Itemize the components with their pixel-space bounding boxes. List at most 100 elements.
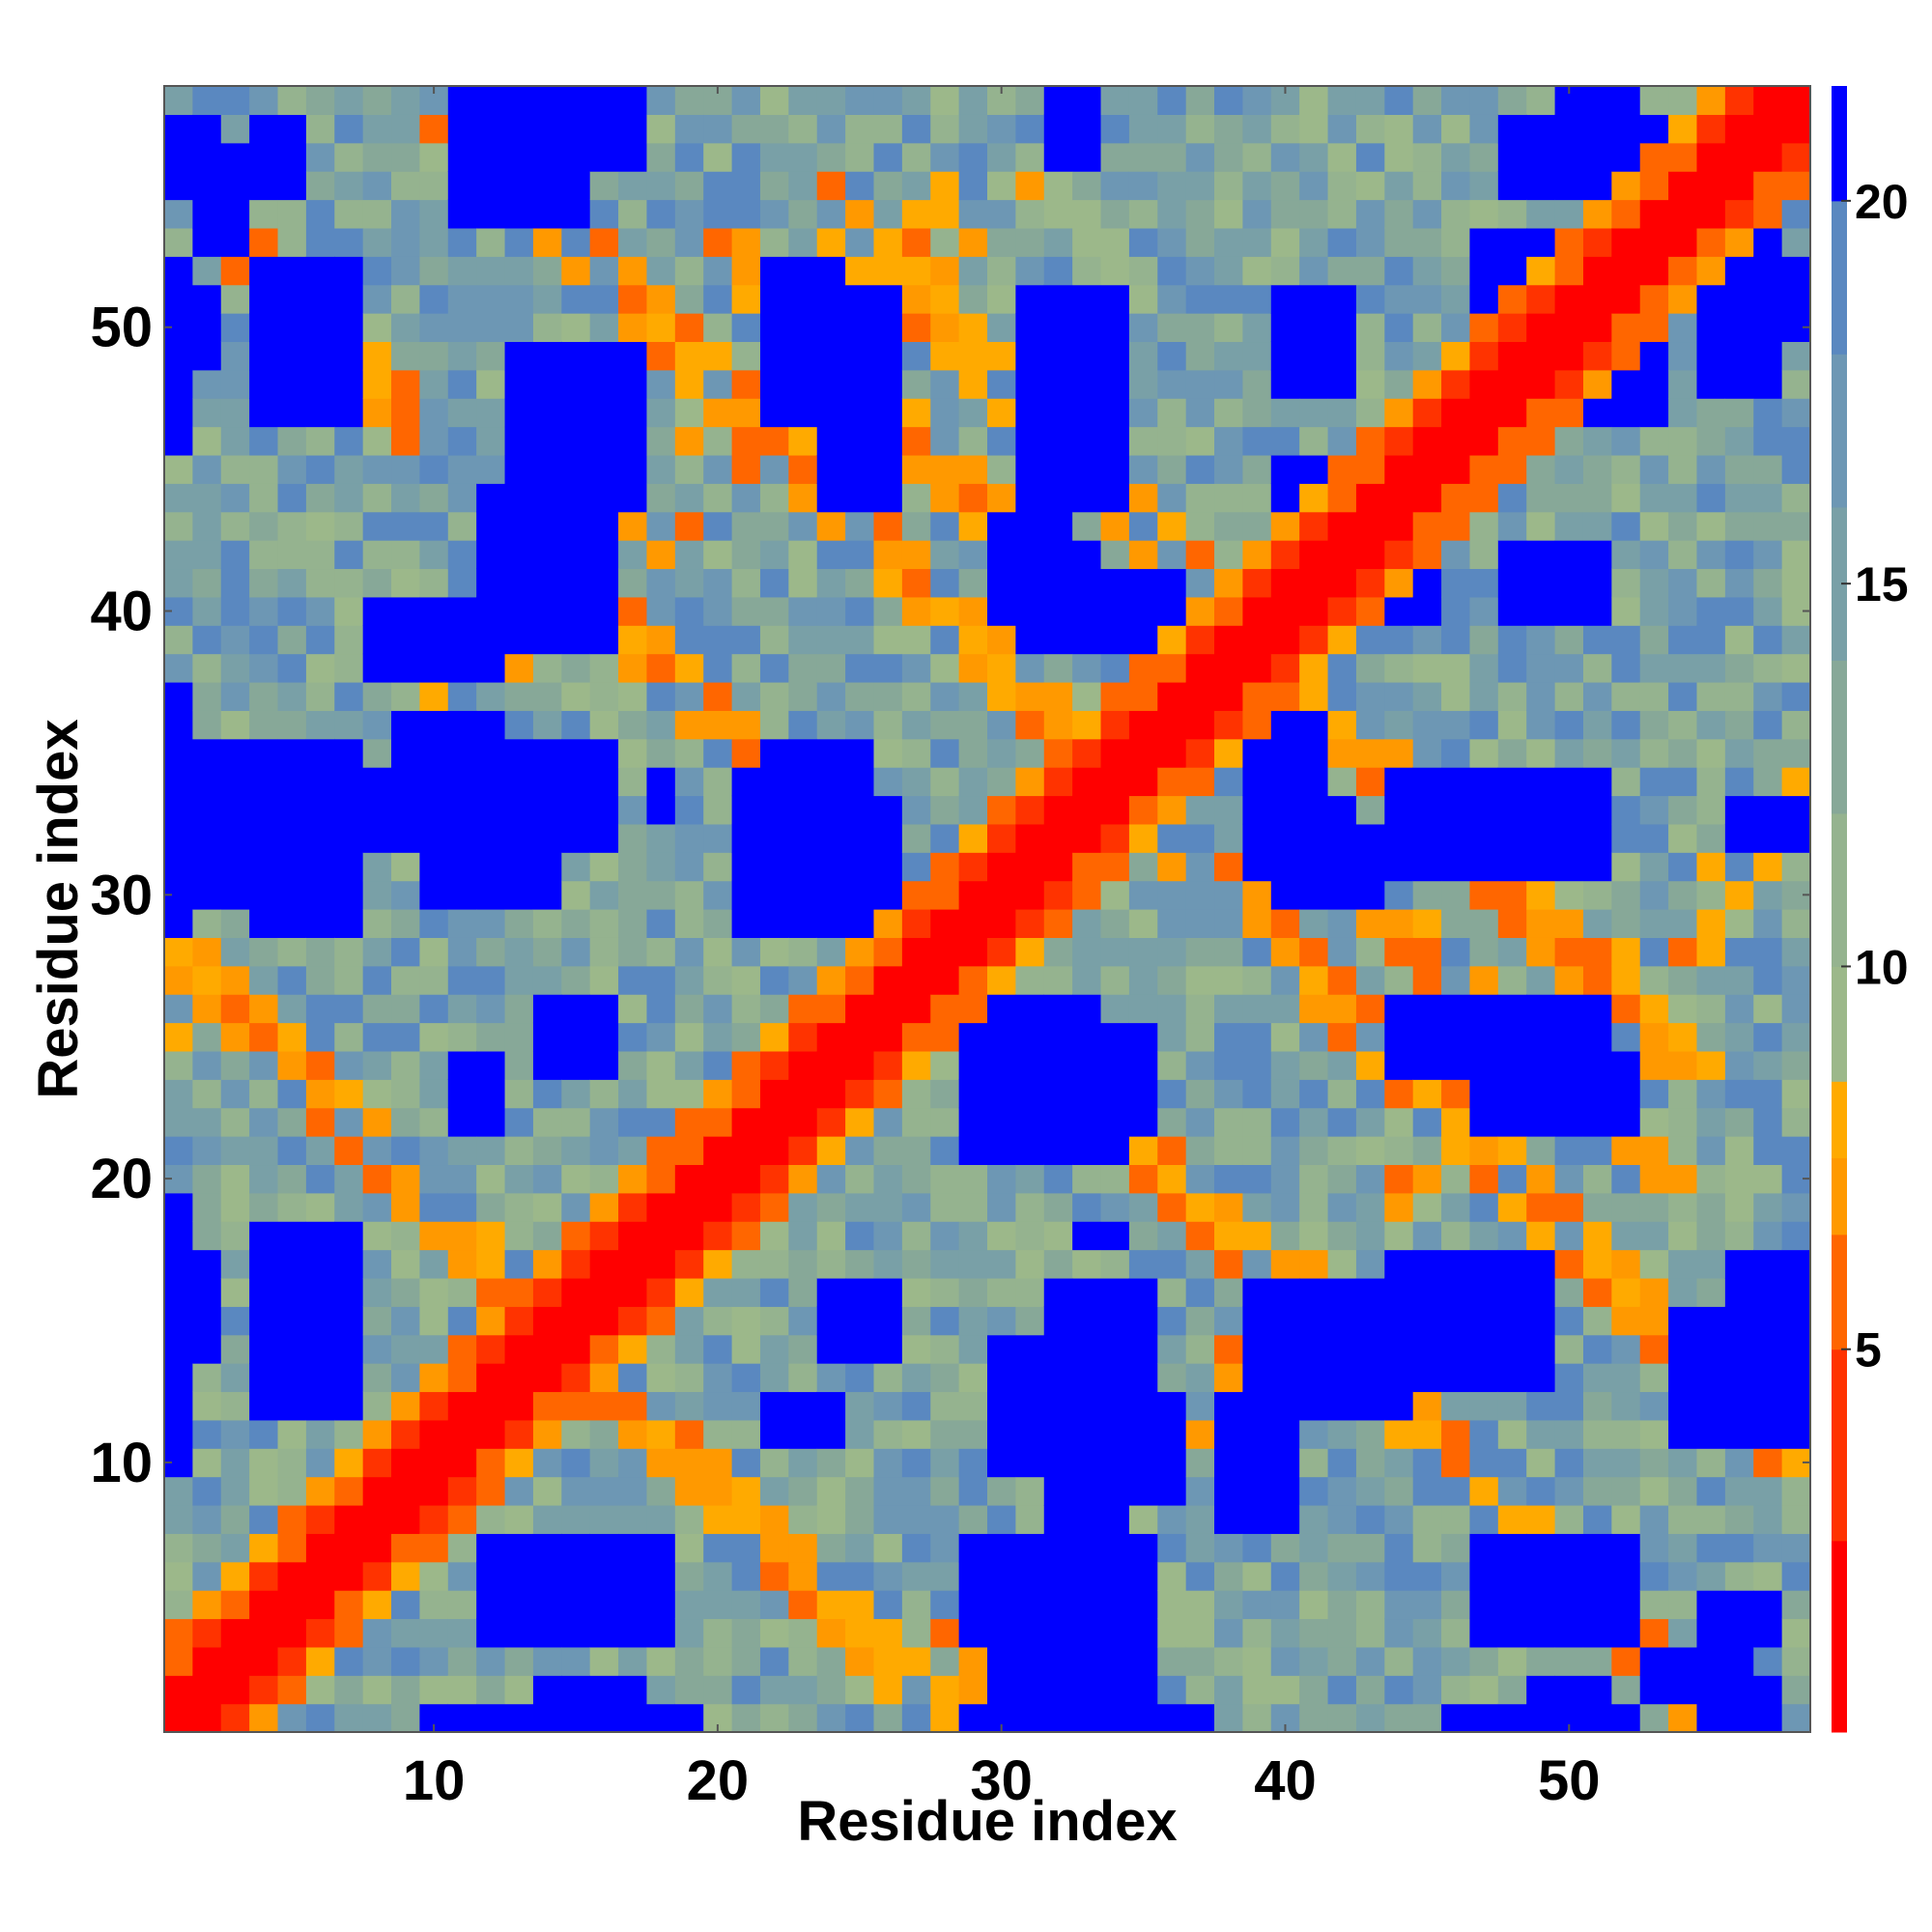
heatmap-cell <box>561 483 591 513</box>
heatmap-cell <box>703 965 733 995</box>
heatmap-cell <box>1668 540 1698 570</box>
heatmap-cell <box>1554 1306 1584 1336</box>
x-axis-ticks: 10 20 30 40 50 <box>403 86 1601 1812</box>
heatmap-cell <box>1185 142 1215 172</box>
heatmap-cell <box>391 1504 421 1534</box>
heatmap-cell <box>759 483 789 513</box>
heatmap-cell <box>1611 1363 1641 1393</box>
heatmap-cell <box>1526 511 1556 541</box>
heatmap-cell <box>1299 540 1329 570</box>
heatmap-cell <box>845 426 875 456</box>
heatmap-cell <box>1781 284 1811 314</box>
heatmap-cell <box>1611 852 1641 882</box>
heatmap-cell <box>816 1675 846 1705</box>
heatmap-cell <box>1781 1192 1811 1222</box>
heatmap-cell <box>1299 909 1329 938</box>
heatmap-cell <box>391 1703 421 1733</box>
heatmap-cell <box>532 994 562 1024</box>
heatmap-cell <box>845 313 875 343</box>
heatmap-cell <box>1327 767 1357 797</box>
heatmap-cell <box>873 1561 903 1591</box>
heatmap-cell <box>1015 1107 1045 1137</box>
heatmap-cell <box>1327 1050 1357 1080</box>
heatmap-cell <box>1668 738 1698 768</box>
heatmap-cell <box>589 1590 619 1620</box>
heatmap-cell <box>362 1618 392 1648</box>
heatmap-cell <box>987 540 1016 570</box>
heatmap-cell <box>1412 171 1442 201</box>
heatmap-cell <box>334 1221 364 1251</box>
heatmap-cell <box>504 86 534 115</box>
x-tick-label: 40 <box>1254 1749 1317 1812</box>
heatmap-cell <box>1157 1419 1187 1449</box>
heatmap-cell <box>447 1419 477 1449</box>
heatmap-cell <box>249 994 279 1024</box>
heatmap-cell <box>476 199 506 229</box>
heatmap-cell <box>447 369 477 399</box>
heatmap-cell <box>476 965 506 995</box>
heatmap-cell <box>674 738 704 768</box>
heatmap-cell <box>1015 313 1045 343</box>
heatmap-cell <box>1724 540 1754 570</box>
heatmap-cell <box>1270 681 1300 711</box>
heatmap-cell <box>532 568 562 598</box>
heatmap-cell <box>1412 937 1442 967</box>
heatmap-cell <box>249 483 279 513</box>
heatmap-cell <box>447 171 477 201</box>
heatmap-cell <box>873 426 903 456</box>
heatmap-cell <box>1242 937 1272 967</box>
heatmap-cell <box>1270 1277 1300 1307</box>
heatmap-cell <box>1299 114 1329 144</box>
heatmap-cell <box>1412 852 1442 882</box>
heatmap-cell <box>164 1618 193 1648</box>
heatmap-cell <box>930 767 960 797</box>
heatmap-cell <box>1242 313 1272 343</box>
heatmap-cell <box>1242 1419 1272 1449</box>
heatmap-cell <box>674 795 704 825</box>
heatmap-cell <box>958 1618 988 1648</box>
heatmap-cell <box>362 1050 392 1080</box>
colorbar-tick-label: 20 <box>1855 175 1909 229</box>
heatmap-cell <box>845 511 875 541</box>
heatmap-cell <box>1242 1221 1272 1251</box>
heatmap-cell <box>561 937 591 967</box>
heatmap-cell <box>1696 1136 1726 1166</box>
heatmap-cell <box>1724 1675 1754 1705</box>
heatmap-cell <box>1072 710 1102 740</box>
heatmap-cell <box>1157 426 1187 456</box>
heatmap-cell <box>1015 1136 1045 1166</box>
heatmap-cell <box>1157 1079 1187 1109</box>
colorbar-segment <box>1832 812 1847 967</box>
heatmap-cell <box>419 369 449 399</box>
heatmap-cell <box>1015 1050 1045 1080</box>
heatmap-cell <box>1753 511 1783 541</box>
heatmap-cell <box>816 1136 846 1166</box>
heatmap-cell <box>1781 1249 1811 1279</box>
heatmap-cell <box>987 1363 1016 1393</box>
heatmap-cell <box>1128 227 1158 257</box>
heatmap-cell <box>1214 1277 1244 1307</box>
heatmap-cell <box>419 1504 449 1534</box>
heatmap-cell <box>1242 483 1272 513</box>
heatmap-cell <box>1781 909 1811 938</box>
heatmap-cell <box>249 369 279 399</box>
heatmap-cell <box>532 880 562 910</box>
heatmap-cell <box>816 86 846 115</box>
heatmap-cell <box>1441 596 1471 626</box>
heatmap-cell <box>873 823 903 853</box>
heatmap-cell <box>1696 596 1726 626</box>
heatmap-cell <box>816 313 846 343</box>
heatmap-cell <box>589 1306 619 1336</box>
heatmap-cell <box>589 199 619 229</box>
heatmap-cell <box>1355 1448 1385 1478</box>
heatmap-cell <box>1299 1703 1329 1733</box>
heatmap-cell <box>476 86 506 115</box>
heatmap-cell <box>1639 681 1669 711</box>
heatmap-cell <box>1781 511 1811 541</box>
heatmap-cell <box>901 1306 931 1336</box>
heatmap-cell <box>1696 795 1726 825</box>
heatmap-cell <box>1242 767 1272 797</box>
colorbar-segment <box>1832 1157 1847 1236</box>
heatmap-cell <box>618 199 648 229</box>
heatmap-cell <box>561 199 591 229</box>
